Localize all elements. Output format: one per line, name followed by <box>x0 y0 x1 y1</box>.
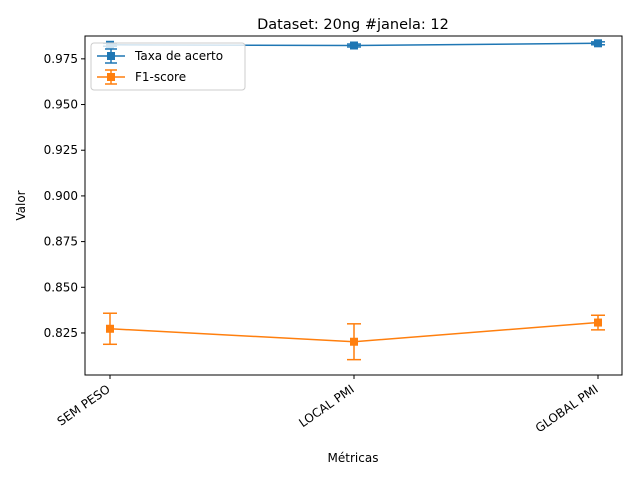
y-tick-label: 0.975 <box>44 52 78 66</box>
y-tick-label: 0.875 <box>44 235 78 249</box>
y-axis-label: Valor <box>14 190 28 220</box>
series-1 <box>103 312 605 361</box>
data-point <box>350 337 358 346</box>
data-point <box>594 318 602 327</box>
y-tick-label: 0.950 <box>44 98 78 112</box>
plot-frame <box>84 35 623 376</box>
legend-entry-1: F1-score <box>97 69 186 85</box>
y-tick-label: 0.825 <box>44 326 78 340</box>
legend-entry-0: Taxa de acerto <box>97 48 223 64</box>
y-tick-label: 0.850 <box>44 280 78 294</box>
legend-box <box>90 42 246 91</box>
x-axis-label: Métricas <box>328 451 379 465</box>
legend-label: Taxa de acerto <box>134 49 223 63</box>
chart-title: Dataset: 20ng #janela: 12 <box>257 17 449 33</box>
legend-label: F1-score <box>135 70 186 84</box>
data-point <box>594 39 602 48</box>
legend-marker <box>107 73 115 81</box>
y-axis-ticks: 0.825 0.850 0.875 0.900 0.925 0.950 0.975 <box>44 52 85 340</box>
y-tick-label: 0.900 <box>44 189 78 203</box>
data-point <box>106 324 114 333</box>
y-tick-label: 0.925 <box>44 143 78 157</box>
data-point <box>350 41 358 50</box>
legend-marker <box>107 52 115 60</box>
legend: Taxa de acerto F1-score <box>90 42 246 91</box>
